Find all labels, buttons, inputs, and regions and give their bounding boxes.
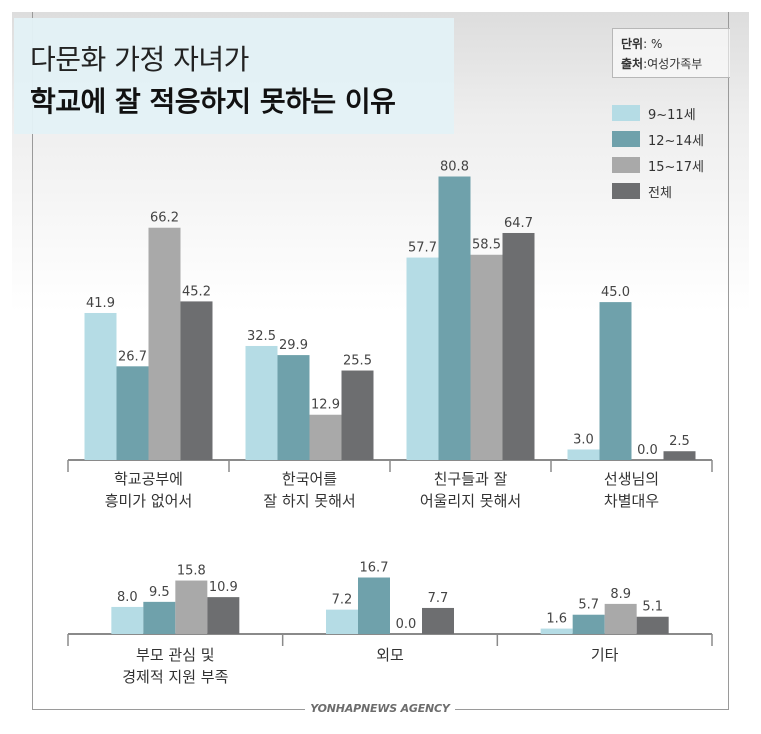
category-label: 흥미가 없어서 [105, 492, 193, 510]
data-label: 2.5 [669, 434, 690, 449]
data-label: 64.7 [504, 216, 533, 231]
data-label: 57.7 [408, 241, 437, 256]
data-label: 5.7 [578, 598, 599, 613]
data-label: 58.5 [472, 238, 501, 253]
category-label: 부모 관심 및 [136, 646, 215, 664]
data-label: 10.9 [209, 580, 238, 595]
bar-1-2-3 [309, 414, 342, 460]
legend-item-1: 9~11세 [612, 100, 704, 126]
data-label: 45.0 [601, 285, 630, 300]
bar-1-2-2 [277, 355, 310, 460]
bar-2-2-2 [358, 577, 390, 634]
legend-item-2: 12~14세 [612, 126, 704, 152]
bar-1-4-2 [599, 302, 632, 460]
unit-label: 단위 [621, 37, 644, 51]
data-label: 8.9 [610, 587, 631, 602]
data-label: 5.1 [642, 600, 663, 615]
unit-value: : % [643, 37, 663, 51]
legend-swatch-4 [612, 183, 640, 199]
agency-watermark: YONHAPNEWS AGENCY [305, 700, 455, 718]
data-label: 1.6 [546, 612, 567, 627]
category-label: 경제적 지원 부족 [122, 668, 228, 686]
category-label: 차별대우 [604, 492, 659, 510]
data-label: 9.5 [149, 585, 170, 600]
chart-legend: 9~11세 12~14세 15~17세 전체 [612, 100, 704, 204]
category-label: 한국어를 [282, 470, 337, 488]
legend-label-2: 12~14세 [648, 133, 704, 149]
data-label: 15.8 [177, 564, 206, 579]
category-label: 잘 하지 못해서 [263, 492, 355, 510]
category-label: 학교공부에 [114, 470, 183, 488]
bar-1-4-4 [663, 451, 696, 460]
legend-swatch-1 [612, 105, 640, 121]
bar-2-3-4 [636, 616, 669, 634]
bar-2-1-3 [175, 580, 208, 634]
bar-2-3-1 [540, 628, 573, 634]
data-label: 32.5 [247, 329, 276, 344]
data-label: 7.2 [332, 593, 353, 608]
category-label: 외모 [376, 646, 404, 664]
title-panel [14, 18, 454, 134]
source-label: 출처 [621, 57, 644, 71]
legend-item-4: 전체 [612, 178, 704, 204]
meta-box: 단위: % 출처:여성가족부 [612, 28, 730, 78]
unit-row: 단위: % [621, 34, 730, 54]
data-label: 66.2 [150, 211, 179, 226]
data-label: 16.7 [360, 561, 389, 576]
bar-1-3-3 [470, 254, 503, 460]
bar-2-2-1 [326, 609, 358, 634]
bar-2-1-2 [143, 601, 176, 634]
source-value: :여성가족부 [643, 57, 703, 71]
legend-swatch-2 [612, 131, 640, 147]
bar-1-1-1 [84, 312, 117, 460]
data-label: 26.7 [118, 349, 147, 364]
legend-label-3: 15~17세 [648, 159, 704, 175]
data-label: 0.0 [637, 443, 658, 458]
bar-2-1-4 [207, 597, 240, 634]
bar-1-2-1 [245, 345, 278, 460]
data-label: 25.5 [343, 354, 372, 369]
bar-2-3-3 [604, 603, 637, 634]
data-label: 12.9 [311, 398, 340, 413]
data-label: 3.0 [573, 432, 594, 447]
data-label: 45.2 [182, 284, 211, 299]
chart-title-line1: 다문화 가정 자녀가 [30, 43, 249, 76]
bar-2-2-4 [422, 607, 454, 634]
legend-label-1: 9~11세 [648, 107, 696, 123]
bar-1-4-1 [567, 449, 600, 460]
bar-1-1-4 [180, 301, 213, 460]
bar-1-3-4 [502, 232, 535, 460]
data-label: 8.0 [117, 590, 138, 605]
data-label: 7.7 [428, 591, 449, 606]
legend-item-3: 15~17세 [612, 152, 704, 178]
bar-1-1-2 [116, 366, 149, 460]
legend-swatch-3 [612, 157, 640, 173]
data-label: 29.9 [279, 338, 308, 353]
data-label: 41.9 [86, 296, 115, 311]
category-label: 선생님의 [604, 470, 659, 488]
bar-1-1-3 [148, 227, 181, 460]
category-label: 친구들과 잘 [434, 470, 508, 488]
bar-1-3-1 [406, 257, 439, 460]
legend-label-4: 전체 [648, 185, 672, 201]
bar-1-2-4 [341, 370, 374, 460]
category-label: 기타 [591, 646, 619, 664]
data-label: 80.8 [440, 160, 469, 175]
source-row: 출처:여성가족부 [621, 54, 730, 74]
bar-2-3-2 [572, 614, 605, 634]
bar-1-3-2 [438, 176, 471, 460]
chart-title-line2: 학교에 잘 적응하지 못하는 이유 [30, 85, 396, 118]
data-label: 0.0 [396, 617, 417, 632]
bar-2-1-1 [111, 606, 144, 634]
category-label: 어울리지 못해서 [420, 492, 521, 510]
